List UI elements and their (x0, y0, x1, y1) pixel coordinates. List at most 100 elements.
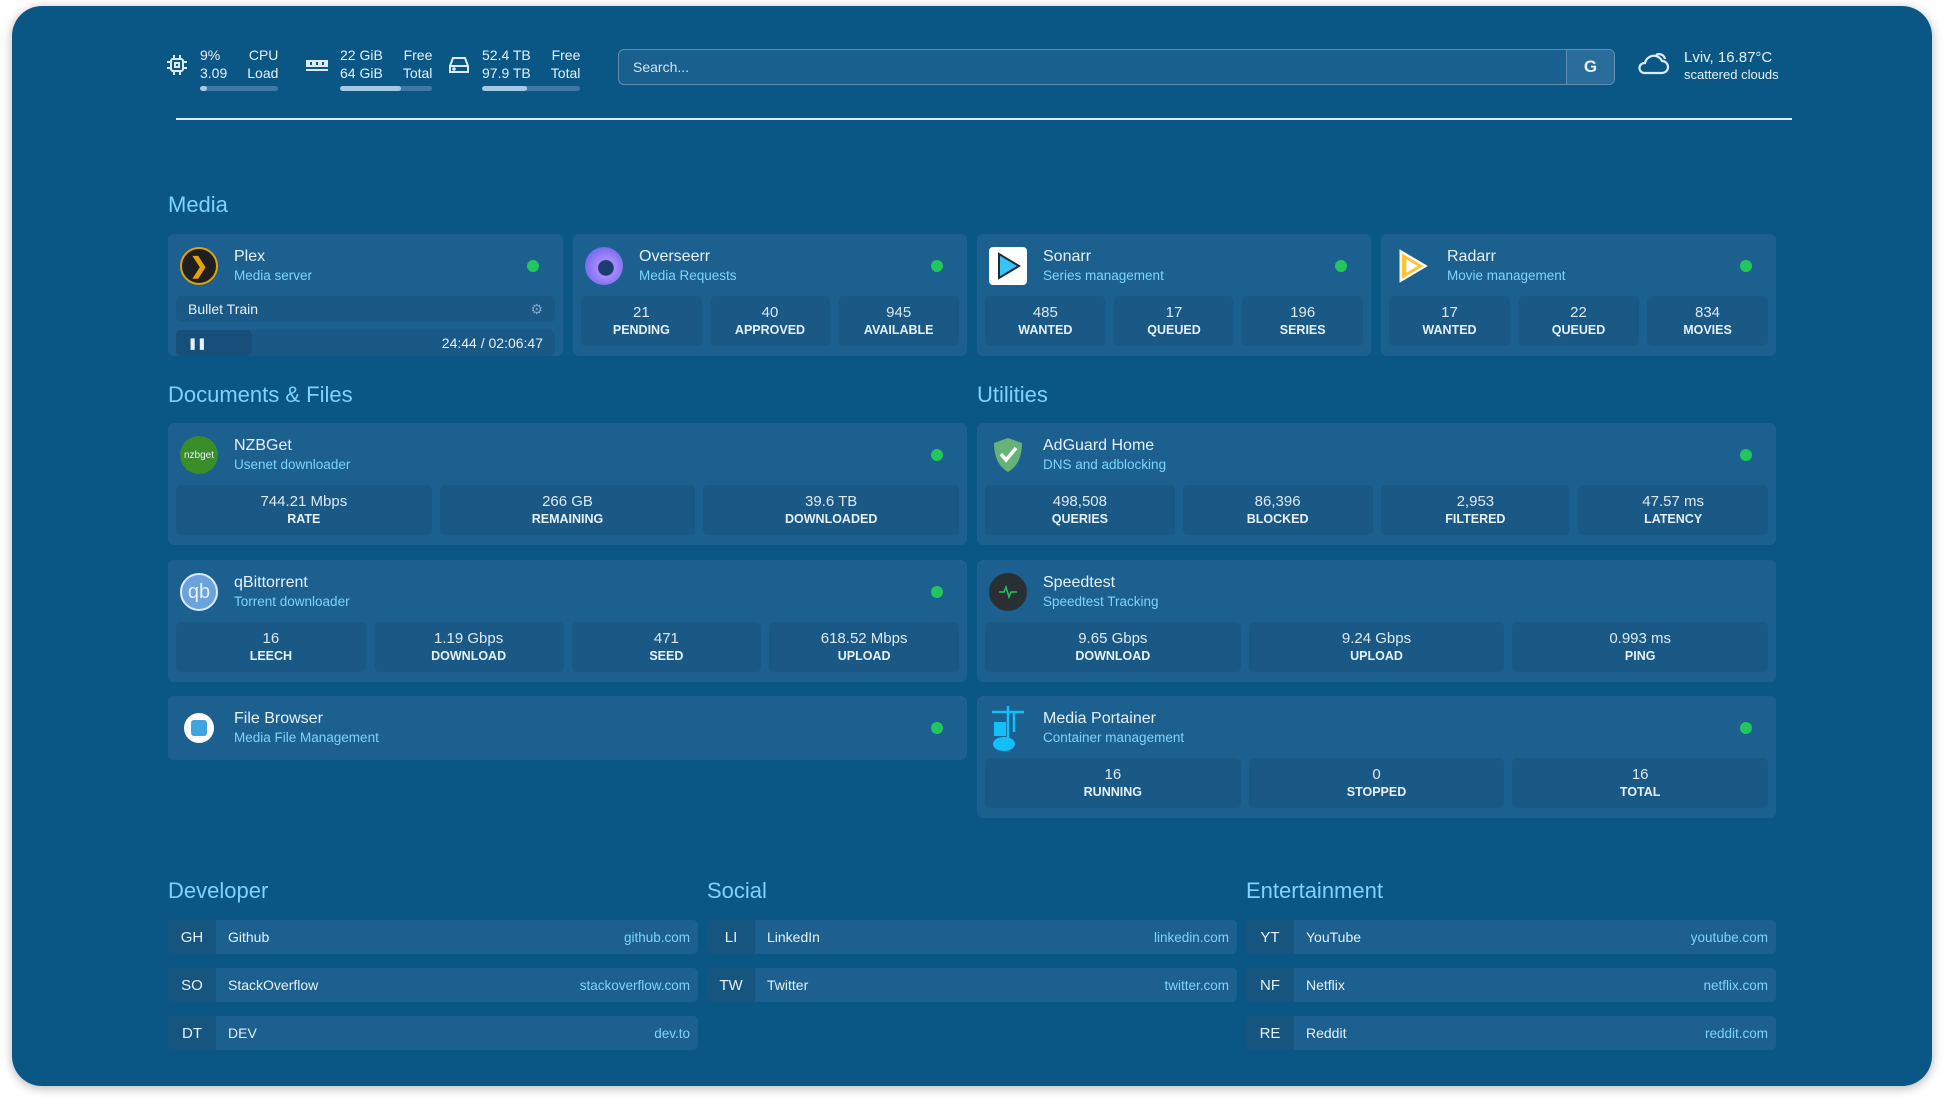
status-dot (527, 260, 539, 272)
memory-bar (340, 86, 433, 91)
bookmark-url[interactable]: reddit.com (1704, 1025, 1768, 1041)
stat-label: LEECH (249, 649, 293, 663)
bookmark-youtube[interactable]: YT YouTube youtube.com (1246, 920, 1776, 954)
service-card-adguard[interactable]: AdGuard Home DNS and adblocking 498,508 QU… (977, 423, 1776, 545)
bookmark-abbr: YT (1246, 920, 1294, 954)
service-card-radarr[interactable]: Radarr Movie management 17 WANTED 22 QUEUED 8… (1381, 234, 1776, 356)
section-entertainment: Entertainment (1246, 878, 1383, 903)
bookmark-url[interactable]: twitter.com (1164, 977, 1229, 993)
stat-movies: 834 MOVIES (1647, 296, 1768, 346)
now-playing: Bullet Train ⚙ (176, 296, 555, 322)
stat-download: 1.19 Gbps DOWNLOAD (373, 622, 564, 672)
service-name: NZBGet (234, 437, 292, 454)
stat-total: 16 TOTAL (1512, 758, 1769, 808)
plex-icon: ❯ (180, 247, 234, 285)
stat-label: UPLOAD (837, 649, 891, 663)
stat-queries: 498,508 QUERIES (985, 485, 1175, 535)
bookmark-linkedin[interactable]: LI LinkedIn linkedin.com (707, 920, 1237, 954)
bookmark-stackoverflow[interactable]: SO StackOverflow stackoverflow.com (168, 968, 698, 1002)
bookmark-github[interactable]: GH Github github.com (168, 920, 698, 954)
bookmark-abbr: SO (168, 968, 216, 1002)
service-card-sonarr[interactable]: Sonarr Series management 485 WANTED 17 QUEUE… (977, 234, 1371, 356)
stat-value: 498,508 (1052, 493, 1107, 510)
status-dot (1740, 260, 1752, 272)
stat-label: SEED (649, 649, 684, 663)
status-dot (1740, 722, 1752, 734)
disk-total-label: Total (550, 65, 581, 81)
memory-widget: 22 GiB Free 64 GiB Total (304, 46, 433, 91)
stat-leech: 16 LEECH (176, 622, 366, 672)
bookmark-url[interactable]: youtube.com (1690, 929, 1768, 945)
stat-label: RUNNING (1083, 785, 1142, 799)
bookmark-name: Twitter (767, 977, 809, 993)
speedtest-icon (989, 573, 1043, 611)
cpu-icon (164, 52, 190, 78)
bookmark-reddit[interactable]: RE Reddit reddit.com (1246, 1016, 1776, 1050)
stat-available: 945 AVAILABLE (838, 296, 960, 346)
bookmark-dev[interactable]: DT DEV dev.to (168, 1016, 698, 1050)
disk-total: 97.9 TB (482, 65, 531, 81)
service-subtitle: Series management (1043, 268, 1164, 283)
pause-icon[interactable]: ❚❚ (188, 337, 207, 350)
stat-upload: 9.24 Gbps UPLOAD (1248, 622, 1505, 672)
service-card-nzbget[interactable]: nzbget NZBGet Usenet downloader 744.21 Mb… (168, 423, 967, 545)
bookmark-abbr: GH (168, 920, 216, 954)
disk-free-label: Free (551, 47, 581, 63)
bookmark-name: Reddit (1306, 1025, 1347, 1041)
bookmark-netflix[interactable]: NF Netflix netflix.com (1246, 968, 1776, 1002)
file-browser-icon (180, 713, 234, 743)
stat-label: BLOCKED (1246, 512, 1309, 526)
stat-label: QUEUED (1147, 323, 1201, 337)
status-dot (931, 722, 943, 734)
stat-label: MOVIES (1683, 323, 1732, 337)
stat-value: 22 (1570, 304, 1587, 321)
stat-label: AVAILABLE (863, 323, 934, 337)
section-utilities: Utilities (977, 382, 1048, 407)
service-card-overseerr[interactable]: Overseerr Media Requests 21 PENDING 40 APPRO… (573, 234, 967, 356)
stat-label: FILTERED (1445, 512, 1506, 526)
stat-queued: 17 QUEUED (1113, 296, 1235, 346)
status-dot (931, 449, 943, 461)
service-name: AdGuard Home (1043, 437, 1155, 454)
search-provider-button[interactable]: G (1566, 50, 1614, 84)
stat-label: UPLOAD (1350, 649, 1403, 663)
bookmark-url[interactable]: linkedin.com (1153, 929, 1229, 945)
bookmark-url[interactable]: stackoverflow.com (579, 977, 690, 993)
playback-progress[interactable]: ❚❚ 24:44 / 02:06:47 (176, 330, 555, 356)
disk-bar (482, 86, 581, 91)
stat-label: QUERIES (1051, 512, 1108, 526)
stat-label: WANTED (1018, 323, 1073, 337)
stat-blocked: 86,396 BLOCKED (1182, 485, 1373, 535)
bookmark-url[interactable]: netflix.com (1703, 977, 1768, 993)
memory-free-label: Free (403, 47, 433, 63)
stat-label: RATE (287, 512, 321, 526)
stat-series: 196 SERIES (1242, 296, 1364, 346)
stat-value: 16 (262, 630, 280, 647)
service-subtitle: Movie management (1447, 268, 1566, 283)
stat-value: 266 GB (542, 493, 593, 510)
service-card-speedtest[interactable]: Speedtest Speedtest Tracking 9.65 Gbps DOW… (977, 560, 1776, 682)
stat-value: 1.19 Gbps (434, 630, 504, 647)
service-name: File Browser (234, 710, 323, 727)
settings-icon[interactable]: ⚙ (530, 300, 543, 317)
section-documents: Documents & Files (168, 382, 353, 407)
stat-value: 40 (761, 304, 779, 321)
service-card-plex[interactable]: ❯ Plex Media server Bullet Train ⚙ ❚❚ 24:44… (168, 234, 563, 356)
service-card-filebrowser[interactable]: File Browser Media File Management (168, 696, 967, 760)
stat-value: 16 (1104, 766, 1122, 783)
bookmark-url[interactable]: github.com (623, 929, 690, 945)
bookmark-name: DEV (228, 1025, 257, 1041)
search-input[interactable] (619, 59, 1566, 75)
service-card-portainer[interactable]: Media Portainer Container management 16 RU… (977, 696, 1776, 818)
bookmark-twitter[interactable]: TW Twitter twitter.com (707, 968, 1237, 1002)
service-subtitle: Media File Management (234, 730, 379, 745)
section-media: Media (168, 192, 228, 217)
stat-label: PING (1624, 649, 1656, 663)
stat-label: STOPPED (1346, 785, 1407, 799)
service-name: qBittorrent (234, 574, 308, 591)
service-card-qbittorrent[interactable]: qb qBittorrent Torrent downloader 16 LEECH… (168, 560, 967, 682)
stat-value: 471 (653, 630, 679, 647)
stat-download: 9.65 Gbps DOWNLOAD (985, 622, 1241, 672)
playback-time: 24:44 / 02:06:47 (441, 335, 543, 351)
bookmark-url[interactable]: dev.to (654, 1025, 690, 1041)
